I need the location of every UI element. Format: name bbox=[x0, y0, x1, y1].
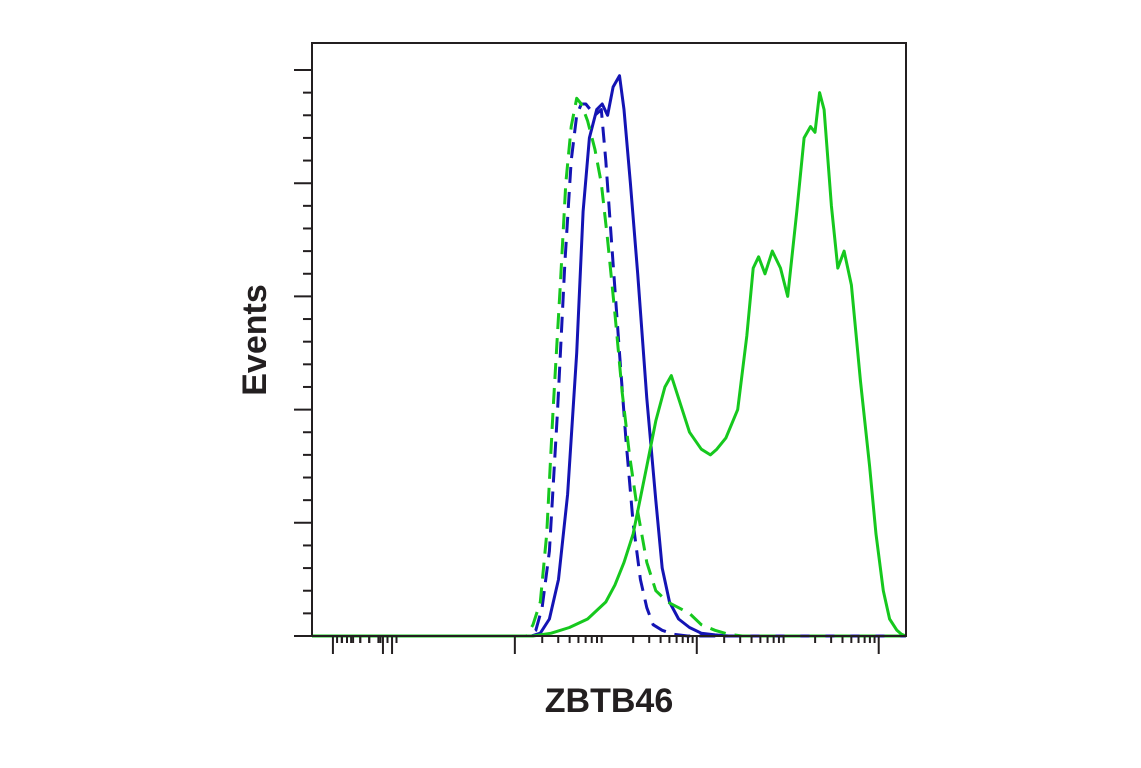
x-axis-title: ZBTB46 bbox=[545, 682, 673, 720]
plot-frame bbox=[311, 42, 907, 637]
series-line-3 bbox=[312, 96, 906, 638]
series-line-1 bbox=[312, 74, 906, 638]
series-line-4 bbox=[312, 91, 907, 638]
series-layer bbox=[312, 74, 907, 638]
tick-layer bbox=[294, 69, 880, 654]
series-line-2 bbox=[312, 102, 906, 638]
y-axis-title: Events bbox=[236, 284, 274, 396]
